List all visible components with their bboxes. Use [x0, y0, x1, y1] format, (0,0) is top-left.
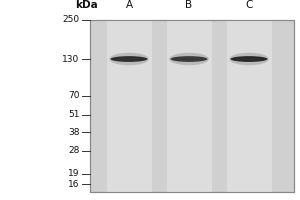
Ellipse shape [231, 56, 268, 62]
Text: 28: 28 [68, 146, 80, 155]
Text: 250: 250 [62, 16, 80, 24]
Text: C: C [245, 0, 253, 10]
Bar [90, 20, 294, 192]
Text: 38: 38 [68, 128, 80, 137]
Ellipse shape [236, 58, 262, 60]
Ellipse shape [229, 53, 269, 65]
Ellipse shape [109, 53, 149, 65]
Text: 16: 16 [68, 180, 80, 189]
Ellipse shape [110, 56, 148, 62]
Text: kDa: kDa [76, 0, 98, 10]
Text: B: B [185, 0, 193, 10]
Text: 70: 70 [68, 91, 80, 100]
Bar [226, 20, 272, 192]
Ellipse shape [176, 58, 203, 60]
Ellipse shape [169, 53, 209, 65]
Bar [167, 20, 212, 192]
Text: 19: 19 [68, 169, 80, 178]
Text: A: A [125, 0, 133, 10]
Text: 130: 130 [62, 55, 80, 64]
Ellipse shape [171, 56, 208, 62]
Bar [90, 20, 294, 192]
Text: 51: 51 [68, 110, 80, 119]
Ellipse shape [116, 58, 142, 60]
Bar [106, 20, 152, 192]
